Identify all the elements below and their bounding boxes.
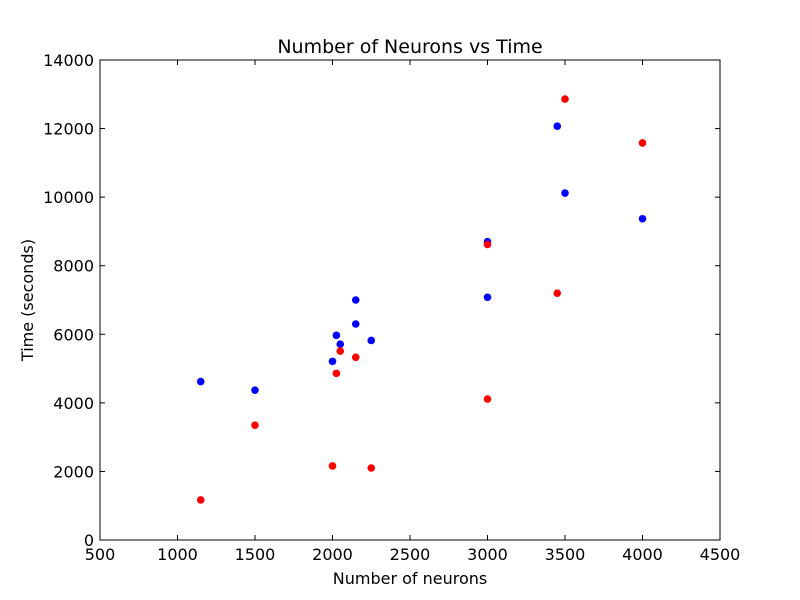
scatter-point bbox=[328, 462, 337, 470]
y-tick-label: 8000 bbox=[53, 257, 94, 276]
plot-frame bbox=[99, 59, 721, 541]
y-tick-label: 2000 bbox=[53, 462, 94, 481]
x-tick-label: 4000 bbox=[622, 545, 663, 564]
x-tick-label: 1500 bbox=[235, 545, 276, 564]
x-tick-label: 4500 bbox=[700, 545, 741, 564]
scatter-point bbox=[251, 386, 259, 394]
scatter-point bbox=[483, 395, 492, 403]
scatter-point bbox=[483, 240, 492, 249]
scatter-point bbox=[196, 377, 205, 386]
scatter-point bbox=[196, 496, 205, 504]
scatter-point bbox=[638, 214, 647, 223]
scatter-point bbox=[367, 336, 376, 345]
scatter-point bbox=[367, 464, 376, 472]
scatter-point bbox=[351, 353, 360, 362]
scatter-point bbox=[336, 340, 345, 349]
x-tick-label: 2500 bbox=[390, 545, 431, 564]
x-tick-label: 3000 bbox=[467, 545, 508, 564]
y-tick-label: 0 bbox=[84, 531, 94, 550]
scatter-point bbox=[561, 189, 569, 197]
scatter-point bbox=[251, 421, 259, 429]
scatter-point bbox=[328, 357, 337, 366]
scatter-point bbox=[553, 122, 562, 130]
y-tick-label: 12000 bbox=[43, 120, 94, 139]
scatter-point bbox=[553, 289, 562, 297]
chart-title: Number of Neurons vs Time bbox=[277, 36, 542, 58]
y-axis-title: Time (seconds) bbox=[18, 239, 37, 362]
x-tick-label: 2000 bbox=[312, 545, 353, 564]
x-tick-label: 3500 bbox=[545, 545, 586, 564]
scatter-point bbox=[332, 369, 341, 378]
scatter-point bbox=[336, 347, 345, 355]
scatter-point bbox=[351, 296, 360, 304]
scatter-point bbox=[483, 293, 492, 302]
y-tick-label: 10000 bbox=[43, 188, 94, 207]
x-axis-title: Number of neurons bbox=[333, 569, 487, 588]
axis-ticks: 500 1000 1500 2000 2500 3000 3500 4000 4500 0 2000… bbox=[43, 51, 740, 564]
scatter-point bbox=[638, 139, 647, 147]
x-tick-label: 500 bbox=[85, 545, 116, 564]
y-tick-label: 4000 bbox=[53, 394, 94, 413]
scatter-point bbox=[561, 95, 569, 103]
y-tick-label: 14000 bbox=[43, 51, 94, 70]
data-points bbox=[196, 95, 647, 504]
scatter-point bbox=[351, 320, 360, 328]
scatter-point bbox=[332, 331, 341, 340]
y-tick-label: 6000 bbox=[53, 325, 94, 344]
x-tick-label: 1000 bbox=[157, 545, 198, 564]
